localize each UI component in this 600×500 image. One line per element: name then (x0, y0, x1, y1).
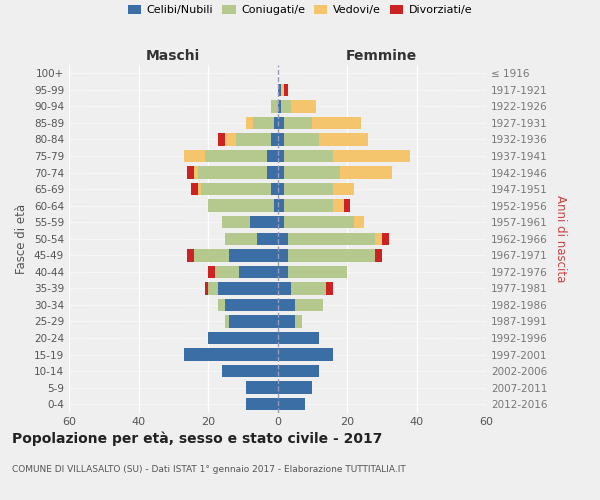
Bar (284, 200, 333, 212)
Bar (205, 150, 267, 162)
Bar (277, 365, 319, 378)
Bar (271, 100, 277, 112)
Bar (284, 166, 340, 179)
Bar (295, 298, 323, 311)
Text: Maschi: Maschi (146, 48, 200, 62)
Bar (226, 298, 277, 311)
Bar (208, 332, 277, 344)
Bar (257, 232, 277, 245)
Bar (184, 348, 277, 361)
Bar (312, 116, 361, 129)
Bar (222, 365, 277, 378)
Y-axis label: Anni di nascita: Anni di nascita (554, 195, 567, 282)
Bar (292, 282, 326, 294)
Bar (354, 216, 364, 228)
Bar (277, 332, 319, 344)
Bar (205, 282, 208, 294)
Bar (277, 266, 288, 278)
Bar (274, 200, 277, 212)
Bar (184, 150, 205, 162)
Bar (277, 84, 281, 96)
Bar (197, 166, 267, 179)
Bar (208, 282, 218, 294)
Bar (277, 298, 295, 311)
Bar (340, 166, 392, 179)
Bar (277, 232, 288, 245)
Bar (246, 398, 277, 410)
Bar (271, 134, 277, 145)
Bar (215, 266, 239, 278)
Bar (277, 134, 284, 145)
Bar (277, 249, 288, 262)
Bar (208, 266, 215, 278)
Text: Popolazione per età, sesso e stato civile - 2017: Popolazione per età, sesso e stato civil… (12, 431, 382, 446)
Bar (375, 232, 382, 245)
Bar (333, 200, 344, 212)
Bar (288, 249, 375, 262)
Bar (333, 150, 410, 162)
Bar (239, 266, 277, 278)
Bar (288, 266, 347, 278)
Bar (333, 183, 354, 196)
Bar (267, 150, 277, 162)
Bar (208, 200, 274, 212)
Bar (277, 348, 333, 361)
Bar (218, 298, 226, 311)
Bar (326, 282, 333, 294)
Bar (218, 134, 226, 145)
Bar (382, 232, 389, 245)
Bar (344, 200, 350, 212)
Text: Femmine: Femmine (346, 48, 418, 62)
Bar (277, 216, 284, 228)
Bar (187, 166, 194, 179)
Bar (288, 232, 375, 245)
Bar (236, 134, 271, 145)
Bar (226, 316, 229, 328)
Bar (222, 216, 250, 228)
Bar (281, 84, 284, 96)
Bar (277, 282, 292, 294)
Bar (226, 232, 257, 245)
Bar (277, 166, 284, 179)
Bar (284, 116, 312, 129)
Bar (284, 183, 333, 196)
Bar (194, 249, 229, 262)
Bar (277, 100, 281, 112)
Bar (277, 150, 284, 162)
Bar (229, 316, 277, 328)
Text: COMUNE DI VILLASALTO (SU) - Dati ISTAT 1° gennaio 2017 - Elaborazione TUTTITALIA: COMUNE DI VILLASALTO (SU) - Dati ISTAT 1… (12, 466, 406, 474)
Bar (277, 316, 295, 328)
Bar (277, 200, 284, 212)
Bar (197, 183, 201, 196)
Bar (284, 150, 333, 162)
Bar (229, 249, 277, 262)
Bar (277, 398, 305, 410)
Bar (201, 183, 271, 196)
Bar (194, 166, 197, 179)
Bar (284, 134, 319, 145)
Bar (191, 183, 197, 196)
Bar (319, 134, 368, 145)
Legend: Celibi/Nubili, Coniugati/e, Vedovi/e, Divorziati/e: Celibi/Nubili, Coniugati/e, Vedovi/e, Di… (124, 0, 476, 20)
Bar (253, 116, 274, 129)
Y-axis label: Fasce di età: Fasce di età (16, 204, 28, 274)
Bar (274, 116, 277, 129)
Bar (246, 382, 277, 394)
Bar (284, 216, 354, 228)
Bar (281, 100, 292, 112)
Bar (277, 116, 284, 129)
Bar (277, 183, 284, 196)
Bar (277, 382, 312, 394)
Bar (375, 249, 382, 262)
Bar (226, 134, 236, 145)
Bar (187, 249, 194, 262)
Bar (250, 216, 277, 228)
Bar (271, 183, 277, 196)
Bar (295, 316, 302, 328)
Bar (246, 116, 253, 129)
Bar (292, 100, 316, 112)
Bar (267, 166, 277, 179)
Bar (218, 282, 277, 294)
Bar (284, 84, 288, 96)
